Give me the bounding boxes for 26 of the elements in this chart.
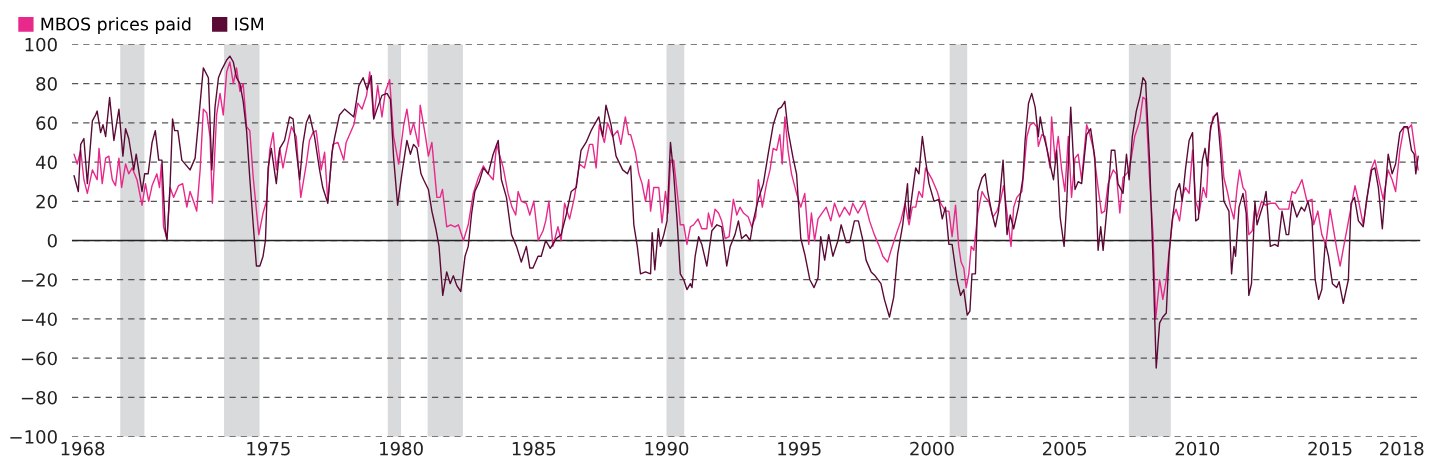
y-tick-label: 20 <box>36 194 57 209</box>
x-tick-label: 2005 <box>1042 441 1087 456</box>
x-tick-label: 1990 <box>645 441 689 456</box>
legend-label: MBOS prices paid <box>41 17 191 34</box>
y-tick-label: 60 <box>36 116 57 130</box>
y-tick-label: −40 <box>21 312 57 327</box>
x-tick-label: 1995 <box>778 441 821 456</box>
legend-label: ISM <box>235 17 263 31</box>
x-tick-label: 1980 <box>380 441 423 456</box>
y-tick-label: −100 <box>10 430 57 444</box>
x-tick-label: 2015 <box>1308 441 1352 456</box>
y-tick-label: 80 <box>36 77 57 91</box>
x-tick-label: 2000 <box>910 441 954 456</box>
y-tick-label: 0 <box>47 233 57 248</box>
y-tick-label: 40 <box>35 155 57 170</box>
y-tick-label: −60 <box>21 351 57 366</box>
y-tick-label: −80 <box>21 390 57 405</box>
x-tick-label: 1985 <box>512 441 556 456</box>
line-series <box>73 55 1419 369</box>
x-tick-label: 2010 <box>1175 441 1220 456</box>
line-series <box>73 61 1419 320</box>
x-tick-label: 2018 <box>1380 441 1424 456</box>
x-tick-label: 1968 <box>61 441 105 456</box>
y-tick-label: −20 <box>21 273 57 287</box>
y-tick-label: 100 <box>25 37 57 52</box>
x-tick-label: 1975 <box>247 441 290 456</box>
